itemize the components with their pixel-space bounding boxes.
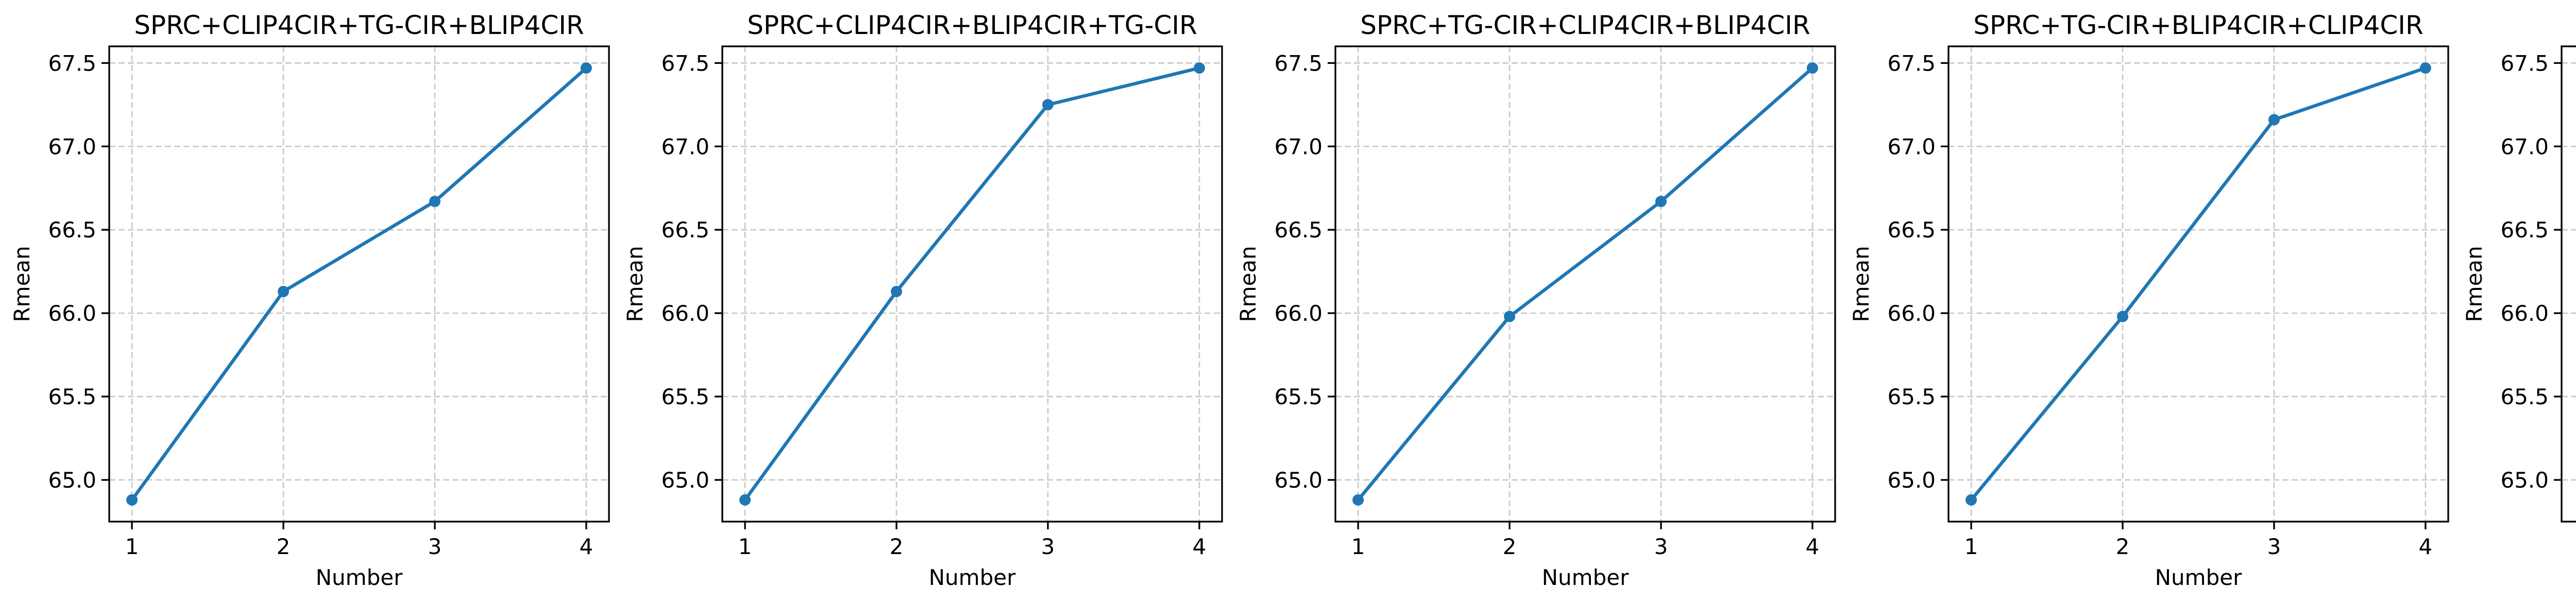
y-tick-label: 66.0 xyxy=(661,301,709,326)
x-tick-label: 2 xyxy=(890,534,904,559)
y-axis-label: Rmean xyxy=(1849,246,1874,322)
y-tick-label: 66.5 xyxy=(2500,217,2549,243)
x-tick-label: 2 xyxy=(2116,534,2130,559)
x-tick-label: 2 xyxy=(277,534,291,559)
x-tick-label: 3 xyxy=(428,534,442,559)
y-tick-label: 66.0 xyxy=(2500,301,2549,326)
data-point xyxy=(429,196,440,208)
y-tick-label: 66.5 xyxy=(48,217,96,243)
data-point xyxy=(1193,62,1205,74)
subplot-1-title: SPRC+CLIP4CIR+TG-CIR+BLIP4CIR xyxy=(134,10,584,40)
data-point xyxy=(1352,494,1364,506)
x-tick-label: 1 xyxy=(1964,534,1978,559)
y-axis-label: Rmean xyxy=(622,246,648,322)
y-axis-label: Rmean xyxy=(2462,246,2487,322)
y-tick-label: 67.0 xyxy=(2500,134,2549,159)
y-tick-label: 67.5 xyxy=(48,50,96,76)
x-axis-label: Number xyxy=(2155,565,2242,590)
data-point xyxy=(278,286,290,298)
y-tick-label: 67.0 xyxy=(1274,134,1323,159)
y-tick-label: 67.5 xyxy=(1274,50,1323,76)
x-tick-label: 4 xyxy=(580,534,594,559)
data-point xyxy=(126,494,138,506)
data-point xyxy=(580,62,592,74)
data-point xyxy=(1655,196,1667,208)
data-point xyxy=(2419,62,2431,74)
y-tick-label: 66.5 xyxy=(1274,217,1323,243)
axes-spines xyxy=(2561,45,2576,523)
x-tick-label: 3 xyxy=(1041,534,1055,559)
x-tick-label: 1 xyxy=(125,534,139,559)
y-tick-label: 65.0 xyxy=(661,468,709,493)
x-tick-label: 4 xyxy=(1193,534,1207,559)
subplot-4-title: SPRC+TG-CIR+BLIP4CIR+CLIP4CIR xyxy=(1973,10,2424,40)
axes-spines xyxy=(721,45,1223,523)
data-line xyxy=(1969,66,2428,502)
axes-spines xyxy=(1947,45,2449,523)
y-tick-label: 65.5 xyxy=(661,384,709,409)
axes-spines xyxy=(1334,45,1836,523)
y-tick-label: 66.0 xyxy=(1274,301,1323,326)
data-point xyxy=(891,286,903,298)
y-tick-label: 66.5 xyxy=(661,217,709,243)
y-axis-label: Rmean xyxy=(1235,246,1261,322)
subplot-4: 1 2 3 4 65.0 65.5 66.0 66.5 67.0 67.5 SPRC+TG-CIR+… xyxy=(1849,10,2449,590)
x-axis-label: Number xyxy=(1542,565,1629,590)
subplot-2-title: SPRC+CLIP4CIR+BLIP4CIR+TG-CIR xyxy=(747,10,1197,40)
axes-spines xyxy=(108,45,610,523)
subplot-3-title: SPRC+TG-CIR+CLIP4CIR+BLIP4CIR xyxy=(1360,10,1810,40)
y-axis-label: Rmean xyxy=(9,246,35,322)
data-point xyxy=(739,494,751,506)
data-point xyxy=(1504,310,1516,322)
x-tick-label: 1 xyxy=(738,534,752,559)
subplot-2: 1 2 3 4 65.0 65.5 66.0 66.5 67.0 67.5 SPRC+CLIP4CI… xyxy=(622,10,1223,590)
y-tick-label: 66.0 xyxy=(48,301,96,326)
y-tick-label: 67.5 xyxy=(1887,50,1936,76)
data-point xyxy=(1965,494,1977,506)
y-tick-label: 67.0 xyxy=(661,134,709,159)
x-tick-label: 4 xyxy=(2419,534,2433,559)
data-line xyxy=(743,66,1201,502)
subplot-1: 1 2 3 4 65.0 65.5 66.0 66.5 67.0 67.5 SPRC+CLIP4CI… xyxy=(9,10,610,590)
data-point xyxy=(1806,62,1818,74)
y-tick-label: 65.5 xyxy=(48,384,96,409)
y-tick-label: 67.5 xyxy=(2500,50,2549,76)
data-point xyxy=(2117,310,2129,322)
subplot-3: 1 2 3 4 65.0 65.5 66.0 66.5 67.0 67.5 SPRC+TG-CIR+… xyxy=(1235,10,1836,590)
x-tick-label: 3 xyxy=(2267,534,2281,559)
y-tick-label: 65.0 xyxy=(1274,468,1323,493)
data-point xyxy=(2268,114,2280,126)
y-tick-label: 65.0 xyxy=(48,468,96,493)
data-point xyxy=(1042,99,1054,111)
y-tick-label: 66.0 xyxy=(1887,301,1936,326)
y-tick-label: 67.5 xyxy=(661,50,709,76)
y-tick-label: 67.0 xyxy=(48,134,96,159)
x-tick-label: 1 xyxy=(1351,534,1365,559)
x-axis-label: Number xyxy=(316,565,403,590)
data-line xyxy=(130,66,588,502)
y-tick-label: 65.0 xyxy=(2500,468,2549,493)
x-tick-label: 3 xyxy=(1654,534,1668,559)
x-tick-label: 2 xyxy=(1503,534,1517,559)
subplot-5: 123465.065.566.066.567.067.5SPRC+BLIP4CI… xyxy=(2462,45,2576,523)
y-tick-label: 65.0 xyxy=(1887,468,1936,493)
x-tick-label: 4 xyxy=(1806,534,1820,559)
x-axis-label: Number xyxy=(929,565,1016,590)
data-line xyxy=(1356,66,1815,502)
y-tick-label: 65.5 xyxy=(1887,384,1936,409)
y-tick-label: 65.5 xyxy=(2500,384,2549,409)
y-tick-label: 65.5 xyxy=(1274,384,1323,409)
y-tick-label: 67.0 xyxy=(1887,134,1936,159)
y-tick-label: 66.5 xyxy=(1887,217,1936,243)
